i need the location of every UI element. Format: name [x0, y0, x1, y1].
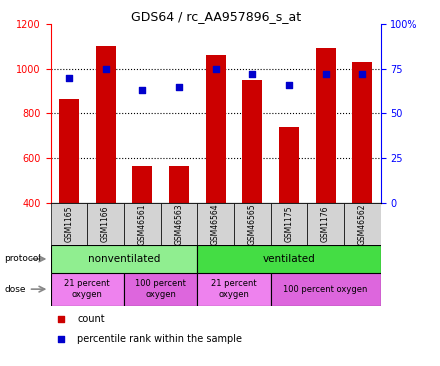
Bar — [234, 203, 271, 245]
Point — [322, 71, 329, 77]
Bar — [197, 203, 234, 245]
Point — [57, 316, 64, 322]
Text: nonventilated: nonventilated — [88, 254, 160, 264]
Bar — [95, 46, 116, 203]
Text: GSM1166: GSM1166 — [101, 206, 110, 242]
Text: GSM46564: GSM46564 — [211, 203, 220, 245]
Text: GSM46565: GSM46565 — [248, 203, 257, 245]
Bar — [124, 273, 197, 306]
Text: GSM1176: GSM1176 — [321, 206, 330, 242]
Bar — [242, 80, 262, 203]
Text: 100 percent
oxygen: 100 percent oxygen — [135, 279, 186, 299]
Bar — [87, 203, 124, 245]
Text: GSM46562: GSM46562 — [358, 203, 367, 245]
Point — [176, 83, 183, 89]
Bar — [344, 203, 381, 245]
Bar — [271, 203, 307, 245]
Point — [249, 71, 256, 77]
Text: 21 percent
oxygen: 21 percent oxygen — [211, 279, 257, 299]
Point — [66, 75, 73, 81]
Bar — [271, 273, 381, 306]
Bar — [352, 62, 372, 203]
Point — [286, 82, 293, 88]
Text: GSM1165: GSM1165 — [64, 206, 73, 242]
Text: protocol: protocol — [4, 254, 41, 264]
Bar — [315, 48, 336, 203]
Text: ventilated: ventilated — [263, 254, 315, 264]
Text: percentile rank within the sample: percentile rank within the sample — [77, 335, 242, 344]
Bar — [51, 245, 197, 273]
Text: GSM1175: GSM1175 — [284, 206, 293, 242]
Text: GSM46561: GSM46561 — [138, 203, 147, 245]
Title: GDS64 / rc_AA957896_s_at: GDS64 / rc_AA957896_s_at — [131, 10, 301, 23]
Text: dose: dose — [4, 285, 26, 294]
Bar — [205, 55, 226, 203]
Bar — [161, 203, 197, 245]
Bar — [197, 273, 271, 306]
Bar — [279, 127, 299, 203]
Text: count: count — [77, 314, 105, 324]
Bar — [51, 203, 87, 245]
Point — [139, 87, 146, 93]
Point — [57, 337, 64, 343]
Point — [102, 66, 109, 72]
Point — [212, 66, 219, 72]
Bar — [59, 99, 79, 203]
Text: GSM46563: GSM46563 — [174, 203, 183, 245]
Bar — [51, 273, 124, 306]
Text: 100 percent oxygen: 100 percent oxygen — [283, 285, 368, 294]
Bar — [307, 203, 344, 245]
Text: 21 percent
oxygen: 21 percent oxygen — [64, 279, 110, 299]
Bar — [124, 203, 161, 245]
Bar — [132, 166, 152, 203]
Bar — [169, 166, 189, 203]
Point — [359, 71, 366, 77]
Bar — [197, 245, 381, 273]
